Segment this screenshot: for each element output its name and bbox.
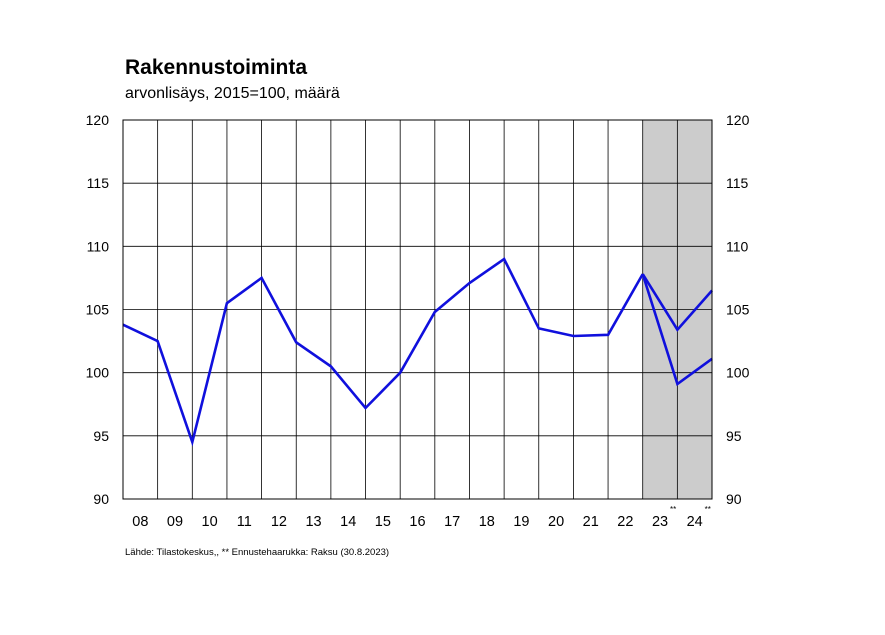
x-tick-21: 21 [583, 514, 599, 530]
y-tick-left-110: 110 [87, 238, 110, 254]
x-tick-22: 22 [617, 514, 633, 530]
x-tick-17: 17 [444, 514, 460, 530]
x-tick-14: 14 [340, 514, 356, 530]
x-tick-10: 10 [202, 514, 218, 530]
chart-subtitle: arvonlisäys, 2015=100, määrä [125, 85, 340, 102]
y-tick-right-105: 105 [726, 302, 750, 318]
forecast-marker-23: ** [670, 505, 676, 514]
x-tick-11: 11 [237, 514, 252, 530]
y-tick-right-95: 95 [726, 428, 742, 444]
x-tick-19: 19 [513, 514, 529, 530]
series-line-1 [641, 273, 713, 332]
y-tick-right-90: 90 [726, 491, 742, 507]
x-tick-23: 23 [652, 514, 668, 530]
y-tick-right-100: 100 [726, 365, 750, 381]
x-tick-18: 18 [479, 514, 495, 530]
y-tick-right-110: 110 [726, 238, 749, 254]
series-layer [122, 257, 713, 447]
y-tick-left-105: 105 [86, 302, 110, 318]
x-tick-13: 13 [305, 514, 321, 530]
chart-title: Rakennustoiminta [125, 56, 308, 79]
y-tick-left-120: 120 [86, 112, 110, 128]
forecast-marker-24: ** [705, 505, 711, 514]
x-tick-20: 20 [548, 514, 564, 530]
series-line-2 [641, 273, 713, 387]
plot-frame [122, 119, 713, 500]
x-tick-15: 15 [375, 514, 391, 530]
y-tick-left-115: 115 [87, 175, 110, 191]
series-line-0 [122, 257, 644, 447]
y-tick-left-95: 95 [93, 428, 109, 444]
label-layer: 90 90 95 95 100 100 105 105 110 110 115 115 120 120 08… [86, 112, 750, 530]
x-tick-16: 16 [409, 514, 425, 530]
y-tick-right-120: 120 [726, 112, 750, 128]
x-tick-09: 09 [167, 514, 183, 530]
chart-source: Lähde: Tilastokeskus,, ** Ennustehaarukk… [125, 547, 390, 558]
x-tick-12: 12 [271, 514, 287, 530]
y-tick-left-90: 90 [93, 491, 109, 507]
y-tick-left-100: 100 [86, 365, 110, 381]
frame-layer [122, 119, 713, 500]
x-tick-08: 08 [132, 514, 148, 530]
x-tick-24: 24 [687, 514, 703, 530]
y-tick-right-115: 115 [726, 175, 749, 191]
